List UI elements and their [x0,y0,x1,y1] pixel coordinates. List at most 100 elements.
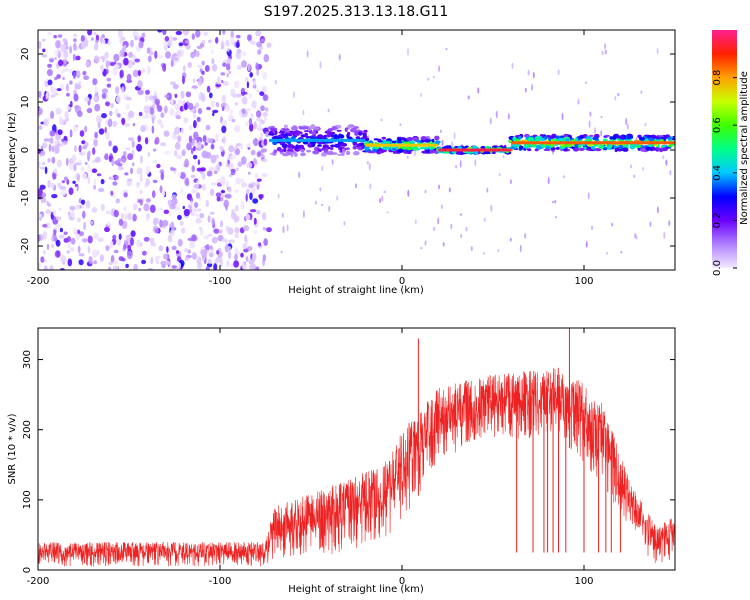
spectrogram-cell [203,235,210,240]
spectrogram-cell [182,205,185,210]
spectrogram-cell [237,161,243,167]
spectrogram-cell [221,125,227,134]
spectrogram-cell [334,141,337,145]
spectrogram-cell [70,237,76,245]
spectrogram-cell [51,243,55,248]
spectrogram-cell [105,60,109,69]
spectrogram-cell [53,168,58,174]
spectrogram-cell [93,43,99,51]
spectrogram-cell [99,254,104,262]
spectrogram-cell [328,205,331,212]
spectrogram-cell [234,227,240,234]
spectrogram-cell [575,137,579,141]
spectrogram-x-label: Height of straight line (km) [288,285,424,296]
spectrogram-cell [578,144,582,149]
spectrogram-cell [149,51,154,56]
spectrogram-cell [455,164,458,169]
spectrogram-cell [270,127,275,132]
spectrogram-cell [369,183,372,190]
spectrogram-cell [123,45,127,48]
spectrogram-cell [49,265,54,270]
spectrogram-cell [78,253,85,257]
spectrogram-cell [293,90,295,99]
spectrogram-cell [80,199,86,205]
spectrogram-cell [666,137,673,140]
spectrogram-cell [220,190,226,194]
spectrogram-cell [115,95,122,104]
spectrogram-cell [245,193,248,202]
spectrogram-cell [74,183,78,187]
spectrogram-cell [241,178,244,183]
spectrogram-cell [215,102,220,108]
spectrogram-cell [201,70,205,75]
spectrogram-cell [199,213,205,219]
spectrogram-cell [52,209,57,216]
spectrogram-cell [78,160,82,164]
spectrogram-cell [600,115,603,119]
spectrogram-cell [140,125,146,133]
spectrogram-cell [123,57,129,66]
spectrogram-cell [207,215,211,223]
spectrogram-cell [291,125,298,131]
spectrogram-cell [438,65,441,73]
spectrogram-cell [164,105,168,114]
spectrogram-cell [93,184,96,190]
spectrogram-cell [386,211,389,214]
spectrogram-cell [126,73,132,82]
spectrogram-cell [194,50,200,57]
spectrogram-cell [170,98,174,105]
spectrogram-cell [117,30,123,39]
spectrogram-cell [78,144,82,153]
spectrogram-cell [651,135,657,139]
spectrogram-cell [590,146,596,150]
spectrogram-cell [149,107,155,115]
spectrogram-cell [226,57,232,65]
spectrogram-cell [230,263,235,268]
spectrogram-y-label: Frequency (Hz) [7,112,18,188]
figure-title: S197.2025.313.13.18.G11 [264,4,449,20]
spectrogram-cell [180,187,184,195]
spectrogram-cell [312,150,320,155]
spectrogram-cell [228,70,232,75]
spectrogram-cell [63,231,68,235]
spectrogram-cell [177,135,182,143]
colorbar-tick-label: 0.4 [712,165,723,181]
spectrogram-cell [550,147,556,150]
spectrogram-cell [281,212,284,218]
spectrogram-cell [40,256,45,263]
spectrogram-cell [219,220,224,228]
spectrogram-cell [212,109,219,114]
spectrogram-cell [250,186,256,195]
spectrogram-cell [490,204,493,212]
spectrogram-cell [192,154,198,160]
spectrogram-cell [83,221,86,231]
spectrogram-cell [619,135,625,139]
spectrogram-cell [321,165,324,172]
spectrogram-cell [254,266,260,270]
spectrogram-cell [47,179,51,189]
spectrogram-cell [177,50,182,58]
spectrogram-cell [205,124,211,131]
spectrogram-cell [246,143,251,148]
spectrogram-cell [365,138,369,142]
spectrogram-cell [601,50,604,56]
spectrogram-cell [108,140,112,147]
spectrogram-ridge [511,141,675,145]
spectrogram-cell [254,137,258,147]
spectrogram-cell [51,156,56,164]
spectrogram-cell [184,257,189,261]
spectrogram-cell [260,105,265,112]
spectrogram-cell [509,146,516,150]
spectrogram-cell [598,144,605,150]
spectrogram-cell [93,96,98,101]
spectrogram-cell [87,245,91,254]
spectrogram-cell [336,144,341,147]
spectrogram-cell [302,109,305,116]
spectrogram-cell [175,115,181,120]
spectrogram-cell [58,59,64,67]
spectrogram-cell [132,69,139,78]
spectrogram-cell [555,216,557,219]
spectrogram-cell [134,35,138,41]
spectrogram-cell [527,69,530,76]
